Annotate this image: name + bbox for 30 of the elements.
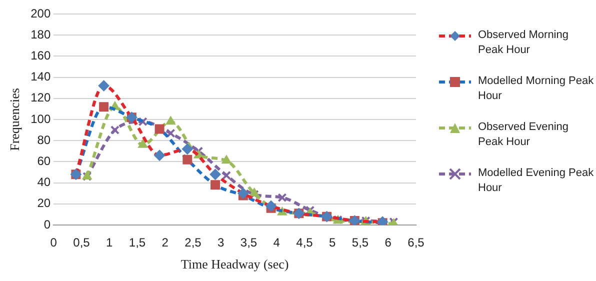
x-tick-label: 3,5 [240,236,258,250]
x-tick-label: 0,5 [73,236,90,250]
y-tick-label: 120 [30,90,51,105]
x-tick-label: 3 [218,236,225,250]
y-tick-label: 20 [37,196,51,210]
y-tick-label: 140 [30,70,51,84]
x-tick-label: 5,5 [352,236,369,250]
y-tick-label: 80 [37,132,51,147]
x-tick-label: 1 [106,236,114,250]
legend-label: Observed Evening Peak Hour [478,120,570,150]
x-tick-label: 2 [162,236,169,250]
x-tick-label: 6 [384,236,392,250]
legend-label: Observed Morning Peak Hour [478,28,570,58]
x-tick-label: 2,5 [184,236,202,250]
y-tick-label: 200 [30,6,51,20]
y-axis-title: Frequencies [7,88,22,151]
x-tick-label: 1,5 [128,236,146,250]
x-tick-label: 4,5 [296,236,314,250]
legend-label: Modelled Evening Peak Hour [478,166,594,196]
y-tick-label: 160 [30,48,51,63]
x-tick-label: 4 [273,236,280,250]
y-tick-label: 0 [44,217,51,232]
x-tick-label: 5 [329,236,336,250]
y-tick-label: 180 [30,27,51,42]
y-tick-label: 40 [37,175,51,190]
y-tick-label: 60 [37,154,51,168]
x-tick-label: 6,5 [408,236,425,250]
y-tick-label: 100 [30,112,51,126]
legend-label: Modelled Morning Peak Hour [478,74,594,104]
x-axis-title: Time Headway (sec) [180,256,289,272]
